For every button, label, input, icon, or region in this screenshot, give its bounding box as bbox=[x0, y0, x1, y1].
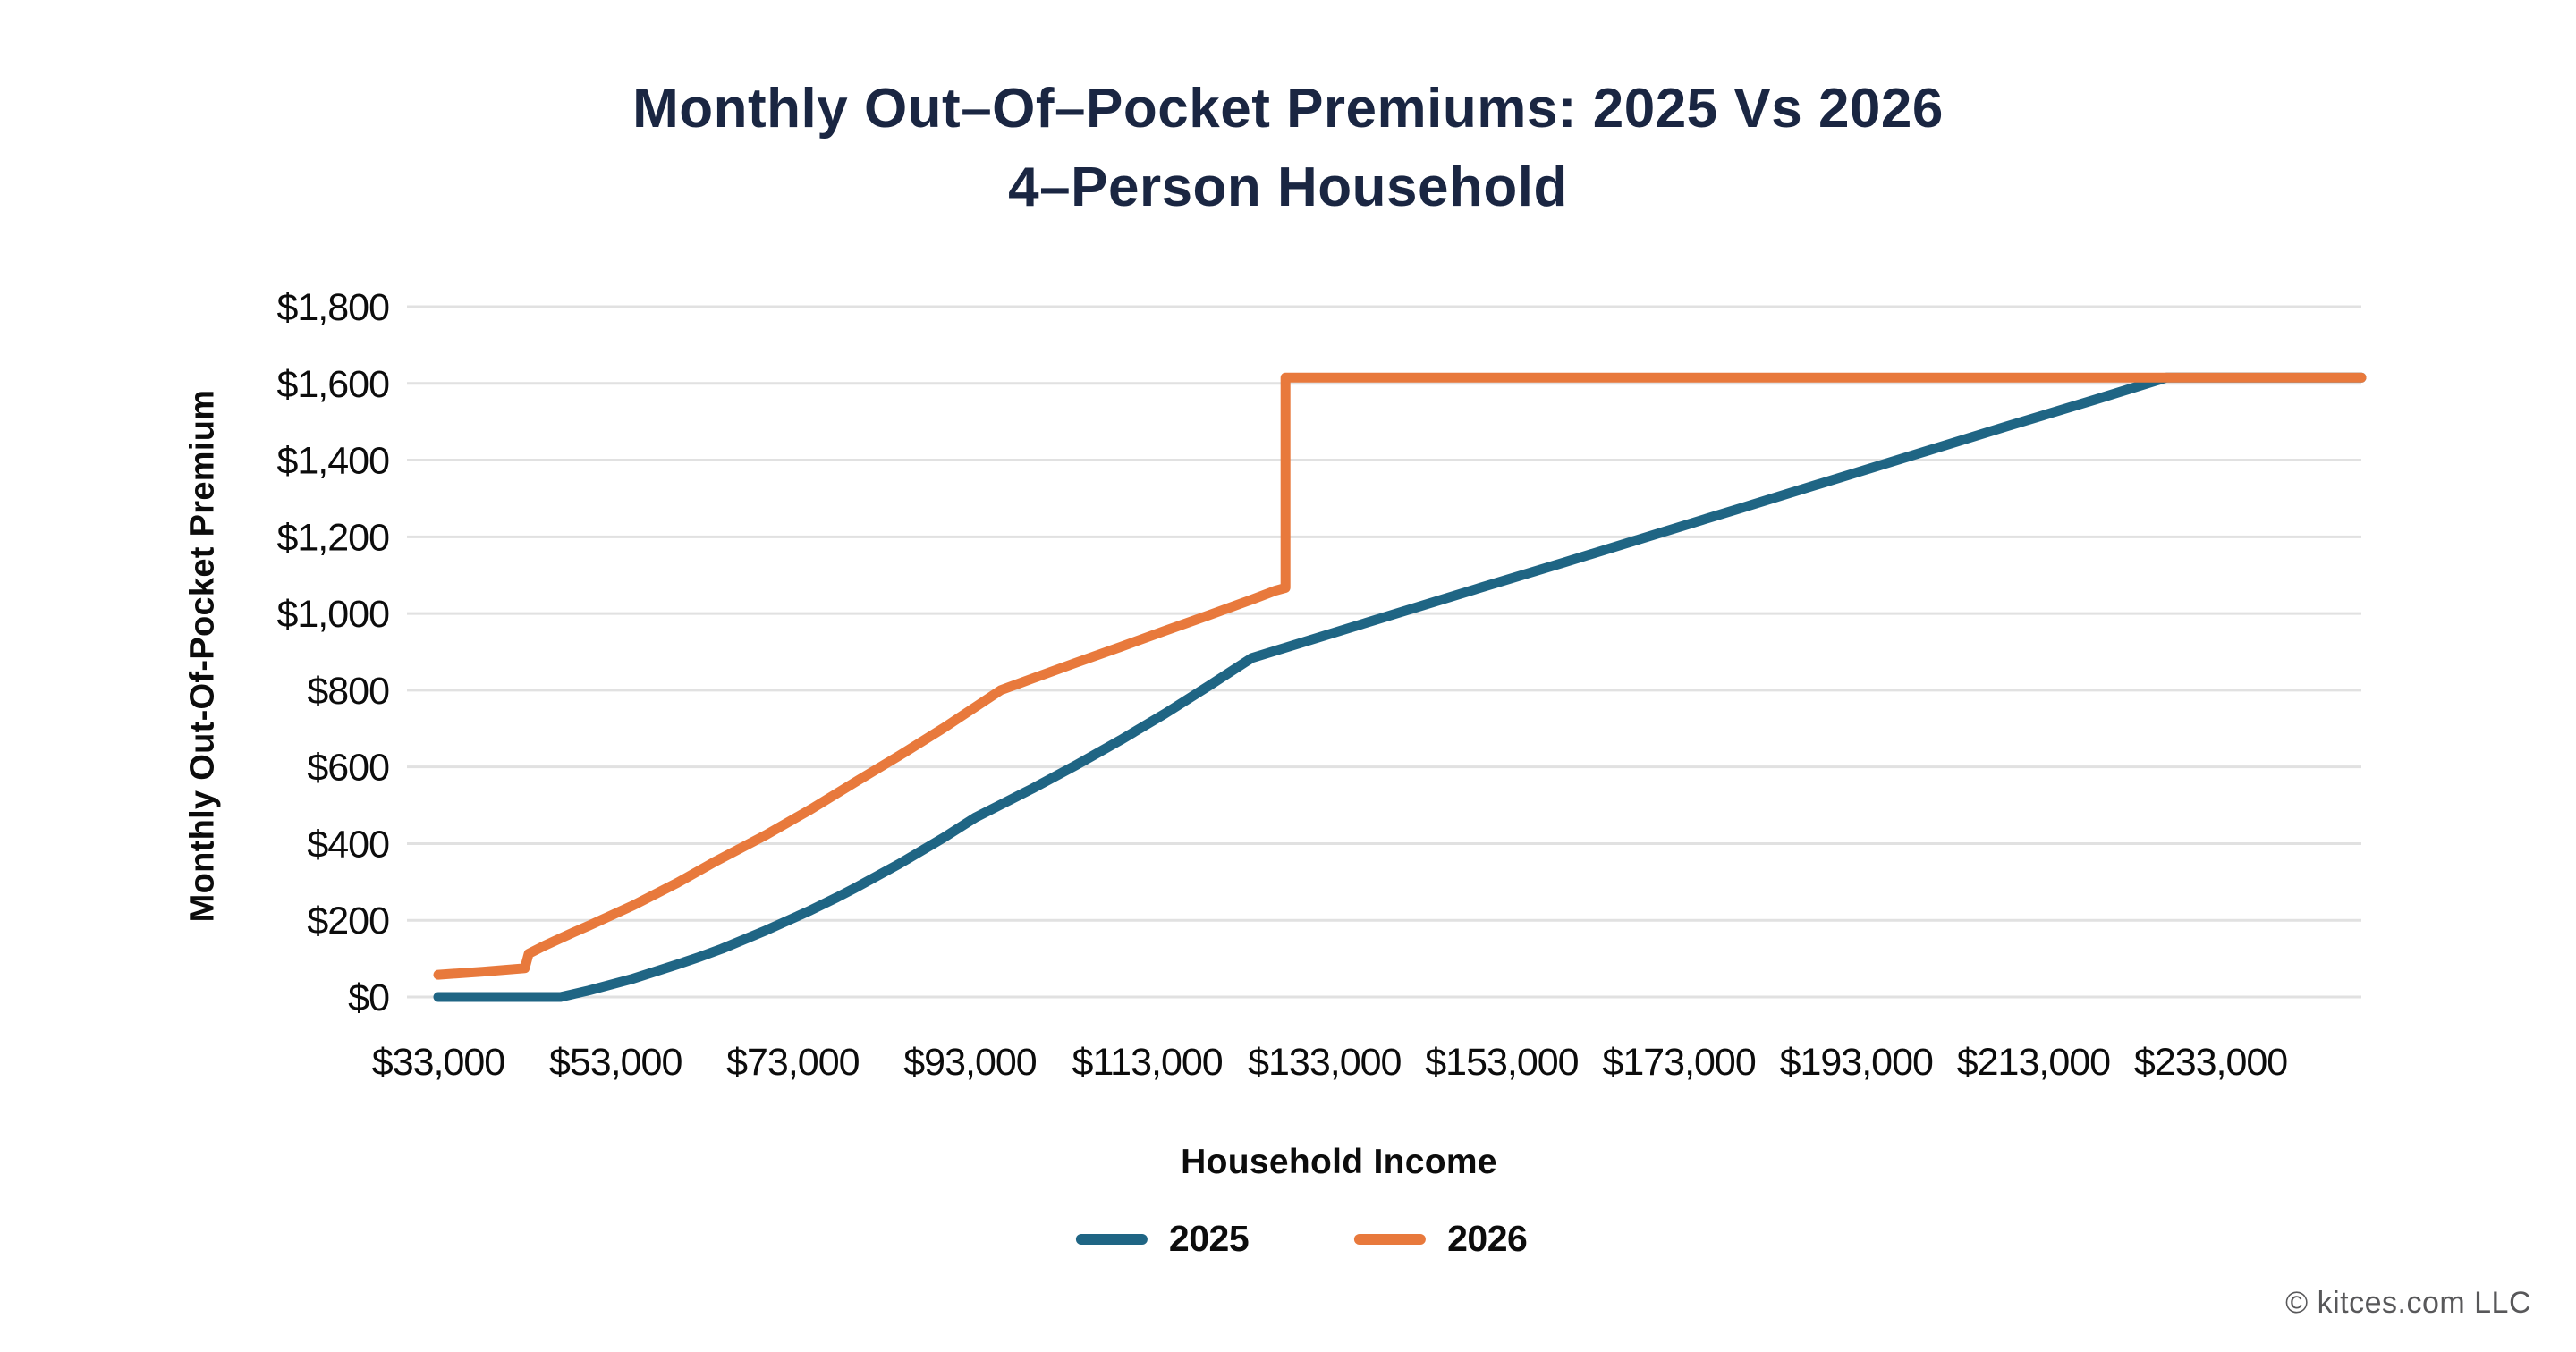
x-tick-label: $113,000 bbox=[1072, 1041, 1223, 1084]
x-tick-label: $173,000 bbox=[1602, 1041, 1755, 1084]
chart-title-line1: Monthly Out–Of–Pocket Premiums: 2025 Vs … bbox=[632, 78, 1944, 139]
y-tick-label: $1,000 bbox=[276, 593, 389, 636]
x-tick-label: $53,000 bbox=[549, 1041, 682, 1084]
y-tick-label: $1,600 bbox=[276, 363, 389, 406]
chart-title: Monthly Out–Of–Pocket Premiums: 2025 Vs … bbox=[0, 70, 2576, 227]
x-tick-label: $213,000 bbox=[1957, 1041, 2110, 1084]
legend-swatch-2026 bbox=[1354, 1233, 1427, 1245]
legend-label-2025: 2025 bbox=[1168, 1218, 1250, 1259]
chart-legend: 2025 2026 bbox=[1075, 1218, 1528, 1260]
x-tick-label: $133,000 bbox=[1248, 1041, 1401, 1084]
x-axis-title: Household Income bbox=[1181, 1143, 1497, 1181]
legend-item-2025: 2025 bbox=[1075, 1218, 1250, 1260]
y-tick-label: $800 bbox=[307, 670, 389, 713]
y-tick-label: $1,400 bbox=[276, 440, 389, 483]
x-tick-label: $73,000 bbox=[726, 1041, 860, 1084]
chart-title-line2: 4–Person Household bbox=[1008, 156, 1568, 219]
x-tick-label: $153,000 bbox=[1425, 1041, 1578, 1084]
series-line-2026 bbox=[433, 372, 2367, 980]
x-tick-label: $93,000 bbox=[903, 1041, 1037, 1084]
x-tick-label: $193,000 bbox=[1780, 1041, 1933, 1084]
y-tick-label: $200 bbox=[307, 900, 389, 942]
legend-label-2026: 2026 bbox=[1447, 1218, 1528, 1259]
legend-swatch-2025 bbox=[1075, 1233, 1148, 1245]
copyright-notice: © kitces.com LLC bbox=[2285, 1286, 2531, 1320]
y-tick-label: $600 bbox=[307, 747, 389, 790]
series-line-2025 bbox=[433, 372, 2367, 1002]
x-tick-label: $233,000 bbox=[2134, 1041, 2287, 1084]
legend-item-2026: 2026 bbox=[1354, 1218, 1528, 1260]
x-tick-label: $33,000 bbox=[372, 1041, 505, 1084]
y-tick-label: $400 bbox=[307, 823, 389, 866]
y-tick-label: $1,800 bbox=[276, 286, 389, 329]
y-tick-label: $0 bbox=[348, 976, 389, 1019]
y-tick-label: $1,200 bbox=[276, 516, 389, 559]
